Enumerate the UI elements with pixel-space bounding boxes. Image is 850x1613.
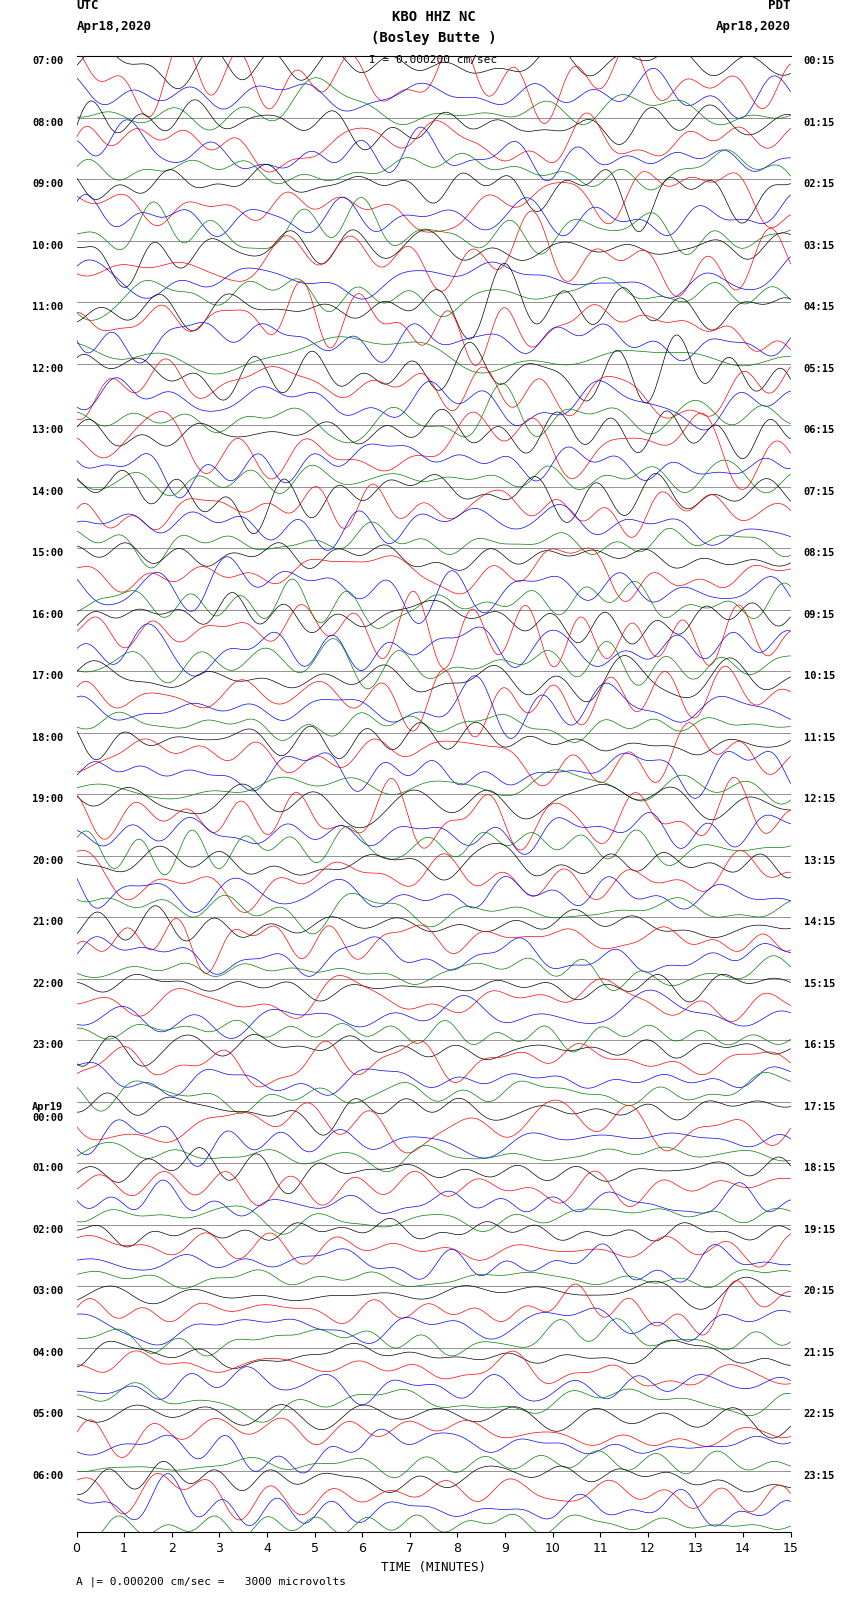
Text: 20:15: 20:15 xyxy=(804,1287,835,1297)
Text: 23:15: 23:15 xyxy=(804,1471,835,1481)
Text: Apr18,2020: Apr18,2020 xyxy=(76,19,151,32)
Text: 03:00: 03:00 xyxy=(32,1287,63,1297)
Text: 12:00: 12:00 xyxy=(32,365,63,374)
Text: 17:00: 17:00 xyxy=(32,671,63,681)
Text: 03:15: 03:15 xyxy=(804,240,835,252)
Text: (Bosley Butte ): (Bosley Butte ) xyxy=(371,31,496,45)
Text: 14:15: 14:15 xyxy=(804,918,835,927)
X-axis label: TIME (MINUTES): TIME (MINUTES) xyxy=(381,1561,486,1574)
Text: 10:15: 10:15 xyxy=(804,671,835,681)
Text: 19:15: 19:15 xyxy=(804,1224,835,1236)
Text: 18:00: 18:00 xyxy=(32,732,63,744)
Text: 14:00: 14:00 xyxy=(32,487,63,497)
Text: 05:15: 05:15 xyxy=(804,365,835,374)
Text: UTC: UTC xyxy=(76,0,99,13)
Text: 08:15: 08:15 xyxy=(804,548,835,558)
Text: 11:15: 11:15 xyxy=(804,732,835,744)
Text: 10:00: 10:00 xyxy=(32,240,63,252)
Text: 04:15: 04:15 xyxy=(804,303,835,313)
Text: KBO HHZ NC: KBO HHZ NC xyxy=(392,10,475,24)
Text: 05:00: 05:00 xyxy=(32,1410,63,1419)
Text: PDT: PDT xyxy=(768,0,790,13)
Text: 11:00: 11:00 xyxy=(32,303,63,313)
Text: 06:00: 06:00 xyxy=(32,1471,63,1481)
Text: 01:00: 01:00 xyxy=(32,1163,63,1173)
Text: 13:15: 13:15 xyxy=(804,857,835,866)
Text: 22:00: 22:00 xyxy=(32,979,63,989)
Text: 06:15: 06:15 xyxy=(804,426,835,436)
Text: Apr19
00:00: Apr19 00:00 xyxy=(32,1102,63,1124)
Text: 01:15: 01:15 xyxy=(804,118,835,127)
Text: 15:15: 15:15 xyxy=(804,979,835,989)
Text: 21:15: 21:15 xyxy=(804,1348,835,1358)
Text: 16:00: 16:00 xyxy=(32,610,63,619)
Text: 18:15: 18:15 xyxy=(804,1163,835,1173)
Text: 12:15: 12:15 xyxy=(804,795,835,805)
Text: 23:00: 23:00 xyxy=(32,1040,63,1050)
Text: 13:00: 13:00 xyxy=(32,426,63,436)
Text: 16:15: 16:15 xyxy=(804,1040,835,1050)
Text: 02:15: 02:15 xyxy=(804,179,835,189)
Text: 07:15: 07:15 xyxy=(804,487,835,497)
Text: 20:00: 20:00 xyxy=(32,857,63,866)
Text: 02:00: 02:00 xyxy=(32,1224,63,1236)
Text: 21:00: 21:00 xyxy=(32,918,63,927)
Text: 04:00: 04:00 xyxy=(32,1348,63,1358)
Text: 17:15: 17:15 xyxy=(804,1102,835,1111)
Text: 00:15: 00:15 xyxy=(804,56,835,66)
Text: Apr18,2020: Apr18,2020 xyxy=(716,19,790,32)
Text: 15:00: 15:00 xyxy=(32,548,63,558)
Text: 09:00: 09:00 xyxy=(32,179,63,189)
Text: I = 0.000200 cm/sec: I = 0.000200 cm/sec xyxy=(370,55,497,65)
Text: 22:15: 22:15 xyxy=(804,1410,835,1419)
Text: 19:00: 19:00 xyxy=(32,795,63,805)
Text: A |= 0.000200 cm/sec =   3000 microvolts: A |= 0.000200 cm/sec = 3000 microvolts xyxy=(76,1576,347,1587)
Text: 08:00: 08:00 xyxy=(32,118,63,127)
Text: 09:15: 09:15 xyxy=(804,610,835,619)
Text: 07:00: 07:00 xyxy=(32,56,63,66)
